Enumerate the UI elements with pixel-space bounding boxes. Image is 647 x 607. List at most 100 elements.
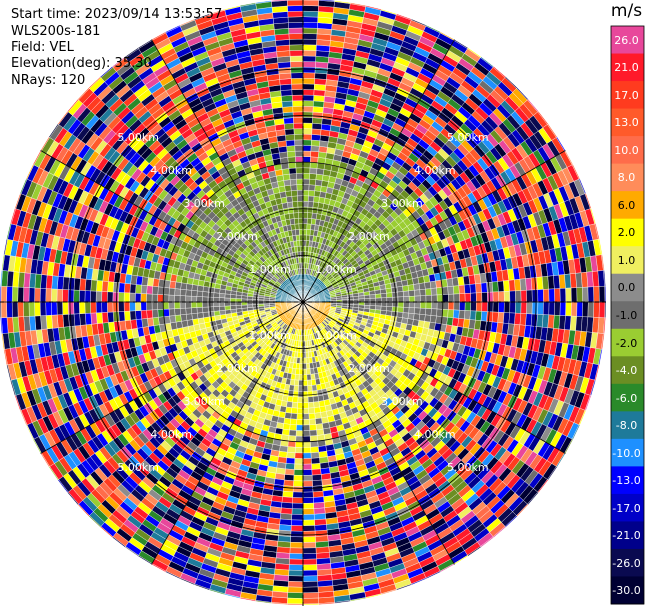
radar-cell bbox=[475, 292, 483, 303]
radar-cell bbox=[380, 288, 387, 295]
radar-cell bbox=[414, 289, 421, 297]
radar-cell bbox=[311, 384, 318, 392]
radar-cell bbox=[543, 301, 550, 316]
radar-cell bbox=[293, 480, 304, 487]
radar-cell bbox=[302, 223, 308, 230]
radar-cell bbox=[526, 301, 533, 315]
radar-cell bbox=[302, 486, 314, 493]
radar-cell bbox=[305, 351, 310, 359]
radar-cell bbox=[514, 279, 522, 292]
radar-cell bbox=[157, 309, 165, 318]
radar-cell bbox=[6, 301, 13, 318]
radar-cell bbox=[403, 301, 410, 308]
radar-cell bbox=[293, 385, 299, 392]
radar-cell bbox=[307, 201, 314, 208]
radar-cell bbox=[307, 206, 314, 214]
radar-cell bbox=[491, 281, 499, 293]
radar-cell bbox=[364, 301, 371, 306]
radar-cell bbox=[425, 308, 432, 316]
radar-cell bbox=[587, 301, 595, 318]
radar-cell bbox=[112, 291, 119, 303]
radar-cell bbox=[302, 581, 319, 588]
radar-cell bbox=[430, 287, 438, 296]
radar-cell bbox=[84, 290, 91, 303]
radar-cell bbox=[509, 290, 516, 303]
radar-cell bbox=[289, 424, 297, 431]
radar-cell bbox=[391, 291, 399, 298]
radar-cell bbox=[407, 284, 415, 292]
radar-cell bbox=[313, 190, 321, 198]
radar-cell bbox=[302, 380, 308, 387]
radar-cell bbox=[302, 66, 316, 74]
radar-cell bbox=[302, 514, 315, 521]
radar-cell bbox=[95, 290, 103, 303]
radar-cell bbox=[302, 134, 312, 141]
radar-cell bbox=[308, 401, 315, 409]
radar-cell bbox=[424, 281, 432, 290]
radar-cell bbox=[313, 95, 325, 102]
radar-cell bbox=[397, 306, 404, 313]
radar-cell bbox=[509, 301, 516, 314]
radar-cell bbox=[90, 290, 97, 303]
radar-cell bbox=[302, 480, 313, 487]
radar-cell bbox=[123, 301, 131, 312]
radar-cell bbox=[302, 530, 316, 538]
radar-cell bbox=[101, 291, 108, 303]
radar-cell bbox=[414, 295, 421, 303]
radar-cell bbox=[224, 309, 232, 315]
radar-cell bbox=[312, 485, 324, 493]
radar-cell bbox=[162, 294, 170, 303]
radar-cell bbox=[306, 368, 311, 375]
radar-cell bbox=[219, 305, 226, 311]
radar-cell bbox=[51, 301, 58, 316]
radar-cell bbox=[469, 310, 477, 321]
radar-cell bbox=[302, 508, 315, 515]
radar-cell bbox=[311, 139, 321, 147]
radar-cell bbox=[475, 283, 482, 294]
radar-cell bbox=[73, 313, 81, 327]
radar-cell bbox=[146, 293, 153, 303]
radar-cell bbox=[369, 301, 376, 306]
radar-cell bbox=[302, 402, 309, 409]
radar-cell bbox=[302, 396, 309, 403]
radar-cell bbox=[196, 301, 203, 308]
radar-cell bbox=[397, 296, 404, 303]
radar-cell bbox=[282, 490, 294, 498]
radar-cell bbox=[425, 295, 432, 303]
radar-cell bbox=[554, 301, 561, 316]
radar-cell bbox=[492, 301, 499, 313]
radar-cell bbox=[283, 479, 294, 487]
radar-cell bbox=[391, 306, 399, 313]
radar-cell bbox=[96, 312, 103, 324]
radar-cell bbox=[202, 301, 209, 308]
radar-cell bbox=[386, 292, 393, 298]
radar-cell bbox=[224, 301, 231, 307]
radar-cell bbox=[168, 308, 176, 317]
radar-cell bbox=[480, 282, 488, 293]
radar-cell bbox=[39, 301, 47, 316]
radar-cell bbox=[302, 597, 319, 605]
radar-cell bbox=[520, 290, 527, 303]
radar-cell bbox=[302, 10, 319, 18]
radar-cell bbox=[302, 38, 317, 46]
radar-cell bbox=[375, 297, 382, 303]
radar-cell bbox=[296, 424, 304, 431]
radar-cell bbox=[287, 586, 304, 594]
radar-cell bbox=[298, 385, 304, 392]
radar-cell bbox=[413, 283, 421, 291]
radar-cell bbox=[302, 128, 313, 135]
radar-cell bbox=[67, 301, 75, 315]
radar-cell bbox=[280, 513, 293, 521]
radar-cell bbox=[218, 301, 225, 307]
radar-cell bbox=[185, 307, 192, 315]
radar-cell bbox=[308, 418, 317, 426]
radar-cell bbox=[202, 311, 210, 318]
radar-cell bbox=[497, 312, 505, 324]
radar-cell bbox=[17, 301, 24, 318]
radar-cell bbox=[224, 297, 231, 303]
radar-cell bbox=[570, 287, 578, 303]
radar-cell bbox=[302, 178, 310, 185]
radar-cell bbox=[503, 290, 511, 303]
radar-cell bbox=[408, 295, 416, 303]
radar-cell bbox=[442, 294, 449, 303]
